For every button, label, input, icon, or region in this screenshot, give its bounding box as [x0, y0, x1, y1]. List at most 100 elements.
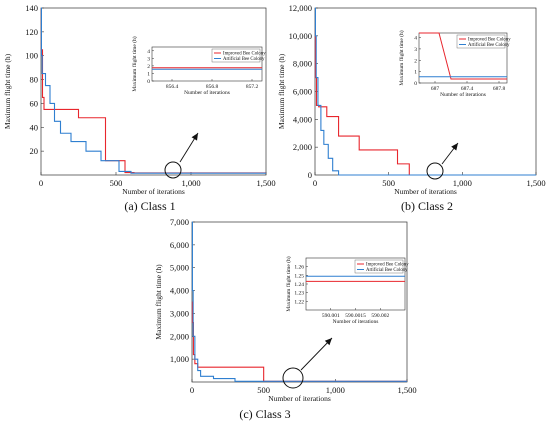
y-tick-label: 80: [30, 75, 39, 85]
inset-legend-box: [354, 259, 404, 274]
inset-y-tick-label: 0: [414, 81, 417, 87]
y-tick-label: 5,000: [170, 263, 189, 273]
chart-2: 0 500 1,000 1,500 2,000 4,000 6,000 8,000 10,000…: [277, 3, 546, 213]
x-tick-label: 1,500: [256, 178, 275, 188]
inset-legend-box: [456, 34, 506, 49]
legend-label-artificial-bee-colony: Artificial Bee Colony: [366, 268, 408, 273]
y-tick-label: 2,000: [170, 331, 189, 341]
chart-caption: (b) Class 2: [401, 199, 453, 213]
inset-y-tick-label: 1.24: [294, 282, 304, 288]
inset-y-tick-label: 2: [414, 58, 417, 64]
inset-x-tick-label: 856.4: [166, 84, 179, 90]
inset-x-axis-label: Number of iterations: [333, 318, 379, 325]
legend-label-artificial-bee-colony: Artificial Bee Colony: [223, 57, 265, 62]
zoom-arrow-head: [191, 133, 198, 141]
inset-y-tick-label: 3: [147, 56, 150, 62]
inset-x-axis-label: Number of iterations: [440, 91, 486, 98]
inset-y-axis-label: Maximum flight time (h): [131, 36, 138, 91]
x-tick-label: 500: [382, 178, 395, 188]
inset-y-tick-label: 1.22: [294, 299, 304, 305]
inset-x-tick-label: 856.8: [206, 84, 219, 90]
x-tick-label: 0: [39, 178, 43, 188]
series-line-improved-bee-colony: [40, 7, 266, 174]
x-tick-label: 1,000: [453, 178, 472, 188]
y-tick-label: 0: [308, 170, 312, 180]
chart-caption: (a) Class 1: [124, 199, 175, 213]
zoom-circle: [164, 161, 182, 179]
inset-series-line-improved-bee-colony: [419, 32, 507, 80]
y-tick-label: 20: [30, 146, 39, 156]
chart-caption: (c) Class 3: [239, 407, 290, 421]
y-tick-label: 60: [30, 98, 39, 108]
x-tick-label: 0: [190, 385, 194, 395]
inset-y-tick-label: 4: [147, 49, 150, 55]
inset-chart-1: 856.4 856.8 857.2 0 12 34 Number of iterations…: [131, 36, 266, 96]
inset-y-axis-label: Maximum flight time (h): [285, 256, 292, 311]
x-tick-label: 1,500: [526, 178, 545, 188]
inset-y-tick-label: 1: [147, 71, 150, 77]
y-tick-label: 1,000: [170, 354, 189, 364]
plot-frame: [40, 7, 267, 176]
inset-x-axis-label: Number of iterations: [184, 89, 230, 96]
series-line-artificial-bee-colony: [314, 7, 536, 176]
inset-x-tick-label: 590.001: [322, 313, 340, 319]
y-tick-label: 6,000: [293, 87, 312, 97]
inset-x-tick-label: 857.2: [246, 84, 259, 90]
inset-y-tick-label: 4: [414, 36, 417, 42]
inset-y-tick-label: 3: [414, 47, 417, 53]
x-tick-label: 1,500: [397, 385, 416, 395]
y-tick-label: 10,000: [289, 31, 312, 41]
x-tick-label: 500: [257, 385, 270, 395]
inset-y-axis-label: Maximum flight time (h): [398, 30, 405, 85]
y-tick-label: 4,000: [170, 286, 189, 296]
x-tick-label: 1,000: [326, 385, 345, 395]
y-axis-label: Maximum flight time (h): [277, 53, 286, 129]
inset-x-tick-label: 687.4: [461, 86, 474, 92]
y-tick-label: 2,000: [293, 142, 312, 152]
series-line-artificial-bee-colony: [191, 221, 407, 382]
y-tick-label: 40: [30, 122, 39, 132]
inset-x-tick-label: 687.8: [493, 86, 506, 92]
series-line-artificial-bee-colony: [40, 7, 266, 174]
y-tick-label: 140: [25, 3, 38, 13]
zoom-arrow-head: [324, 338, 332, 346]
x-axis-label: Number of iterations: [268, 394, 331, 403]
inset-x-tick-label: 590.0015: [345, 313, 366, 319]
inset-y-tick-label: 1.23: [294, 291, 304, 297]
legend-label-improved-bee-colony: Improved Bee Colony: [366, 263, 409, 268]
y-tick-label: 4,000: [293, 114, 312, 124]
y-tick-label: 8,000: [293, 59, 312, 69]
y-tick-label: 3,000: [170, 308, 189, 318]
zoom-circle: [282, 367, 304, 389]
inset-y-tick-label: 1.25: [294, 273, 304, 279]
inset-x-tick-label: 590.002: [371, 313, 389, 319]
y-tick-label: 120: [25, 27, 38, 37]
inset-x-tick-label: 687: [431, 86, 440, 92]
x-axis-label: Number of iterations: [122, 187, 185, 196]
x-axis-label: Number of iterations: [394, 187, 457, 196]
x-tick-label: 500: [110, 178, 123, 188]
inset-chart-2: 687 687.4 687.8 0 1 2 3 4 Number of iterations Ma…: [398, 30, 511, 98]
inset-y-tick-label: 2: [147, 64, 150, 70]
zoom-circle: [426, 162, 444, 180]
chart-3: 0 500 1,000 1,500 1,000 2,000 3,000 4,000 5,000 6…: [154, 217, 417, 421]
x-tick-label: 0: [313, 178, 317, 188]
x-tick-label: 1,000: [181, 178, 200, 188]
inset-chart-3: 590.001 590.0015 590.002 1.22 1.23 1.24 1.25 1.…: [285, 256, 409, 325]
inset-legend-box: [211, 48, 261, 63]
y-tick-label: 100: [25, 51, 38, 61]
y-tick-label: 12,000: [289, 3, 312, 13]
y-tick-label: 6,000: [170, 240, 189, 250]
y-axis-label: Maximum flight time (h): [154, 264, 163, 340]
legend-label-improved-bee-colony: Improved Bee Colony: [468, 38, 511, 43]
legend-label-improved-bee-colony: Improved Bee Colony: [223, 52, 266, 57]
zoom-arrow: [300, 337, 333, 371]
inset-y-tick-label: 1.26: [294, 265, 304, 271]
inset-y-tick-label: 0: [147, 79, 150, 85]
zoom-arrow-head: [451, 143, 458, 151]
inset-y-tick-label: 1: [414, 70, 417, 76]
y-tick-label: 7,000: [170, 217, 189, 227]
legend-label-artificial-bee-colony: Artificial Bee Colony: [468, 43, 510, 48]
